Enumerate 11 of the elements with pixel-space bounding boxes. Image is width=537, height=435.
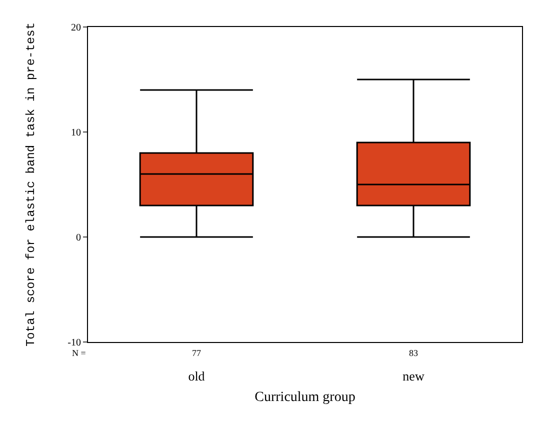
y-tick-label: 10 [71,128,81,138]
y-tick-label: 20 [71,22,81,34]
y-axis-title: Total score for elastic band task in pre-test [24,22,38,347]
x-axis-title: Curriculum group [254,390,356,405]
x-tick-label: new [402,368,425,384]
text: 77 [192,348,202,358]
text: N = [72,348,86,358]
y-tick-label: 0 [76,232,81,244]
text: 83 [409,348,418,358]
y-tick-label: -10 [68,338,81,348]
x-tick-label: old [188,368,206,384]
